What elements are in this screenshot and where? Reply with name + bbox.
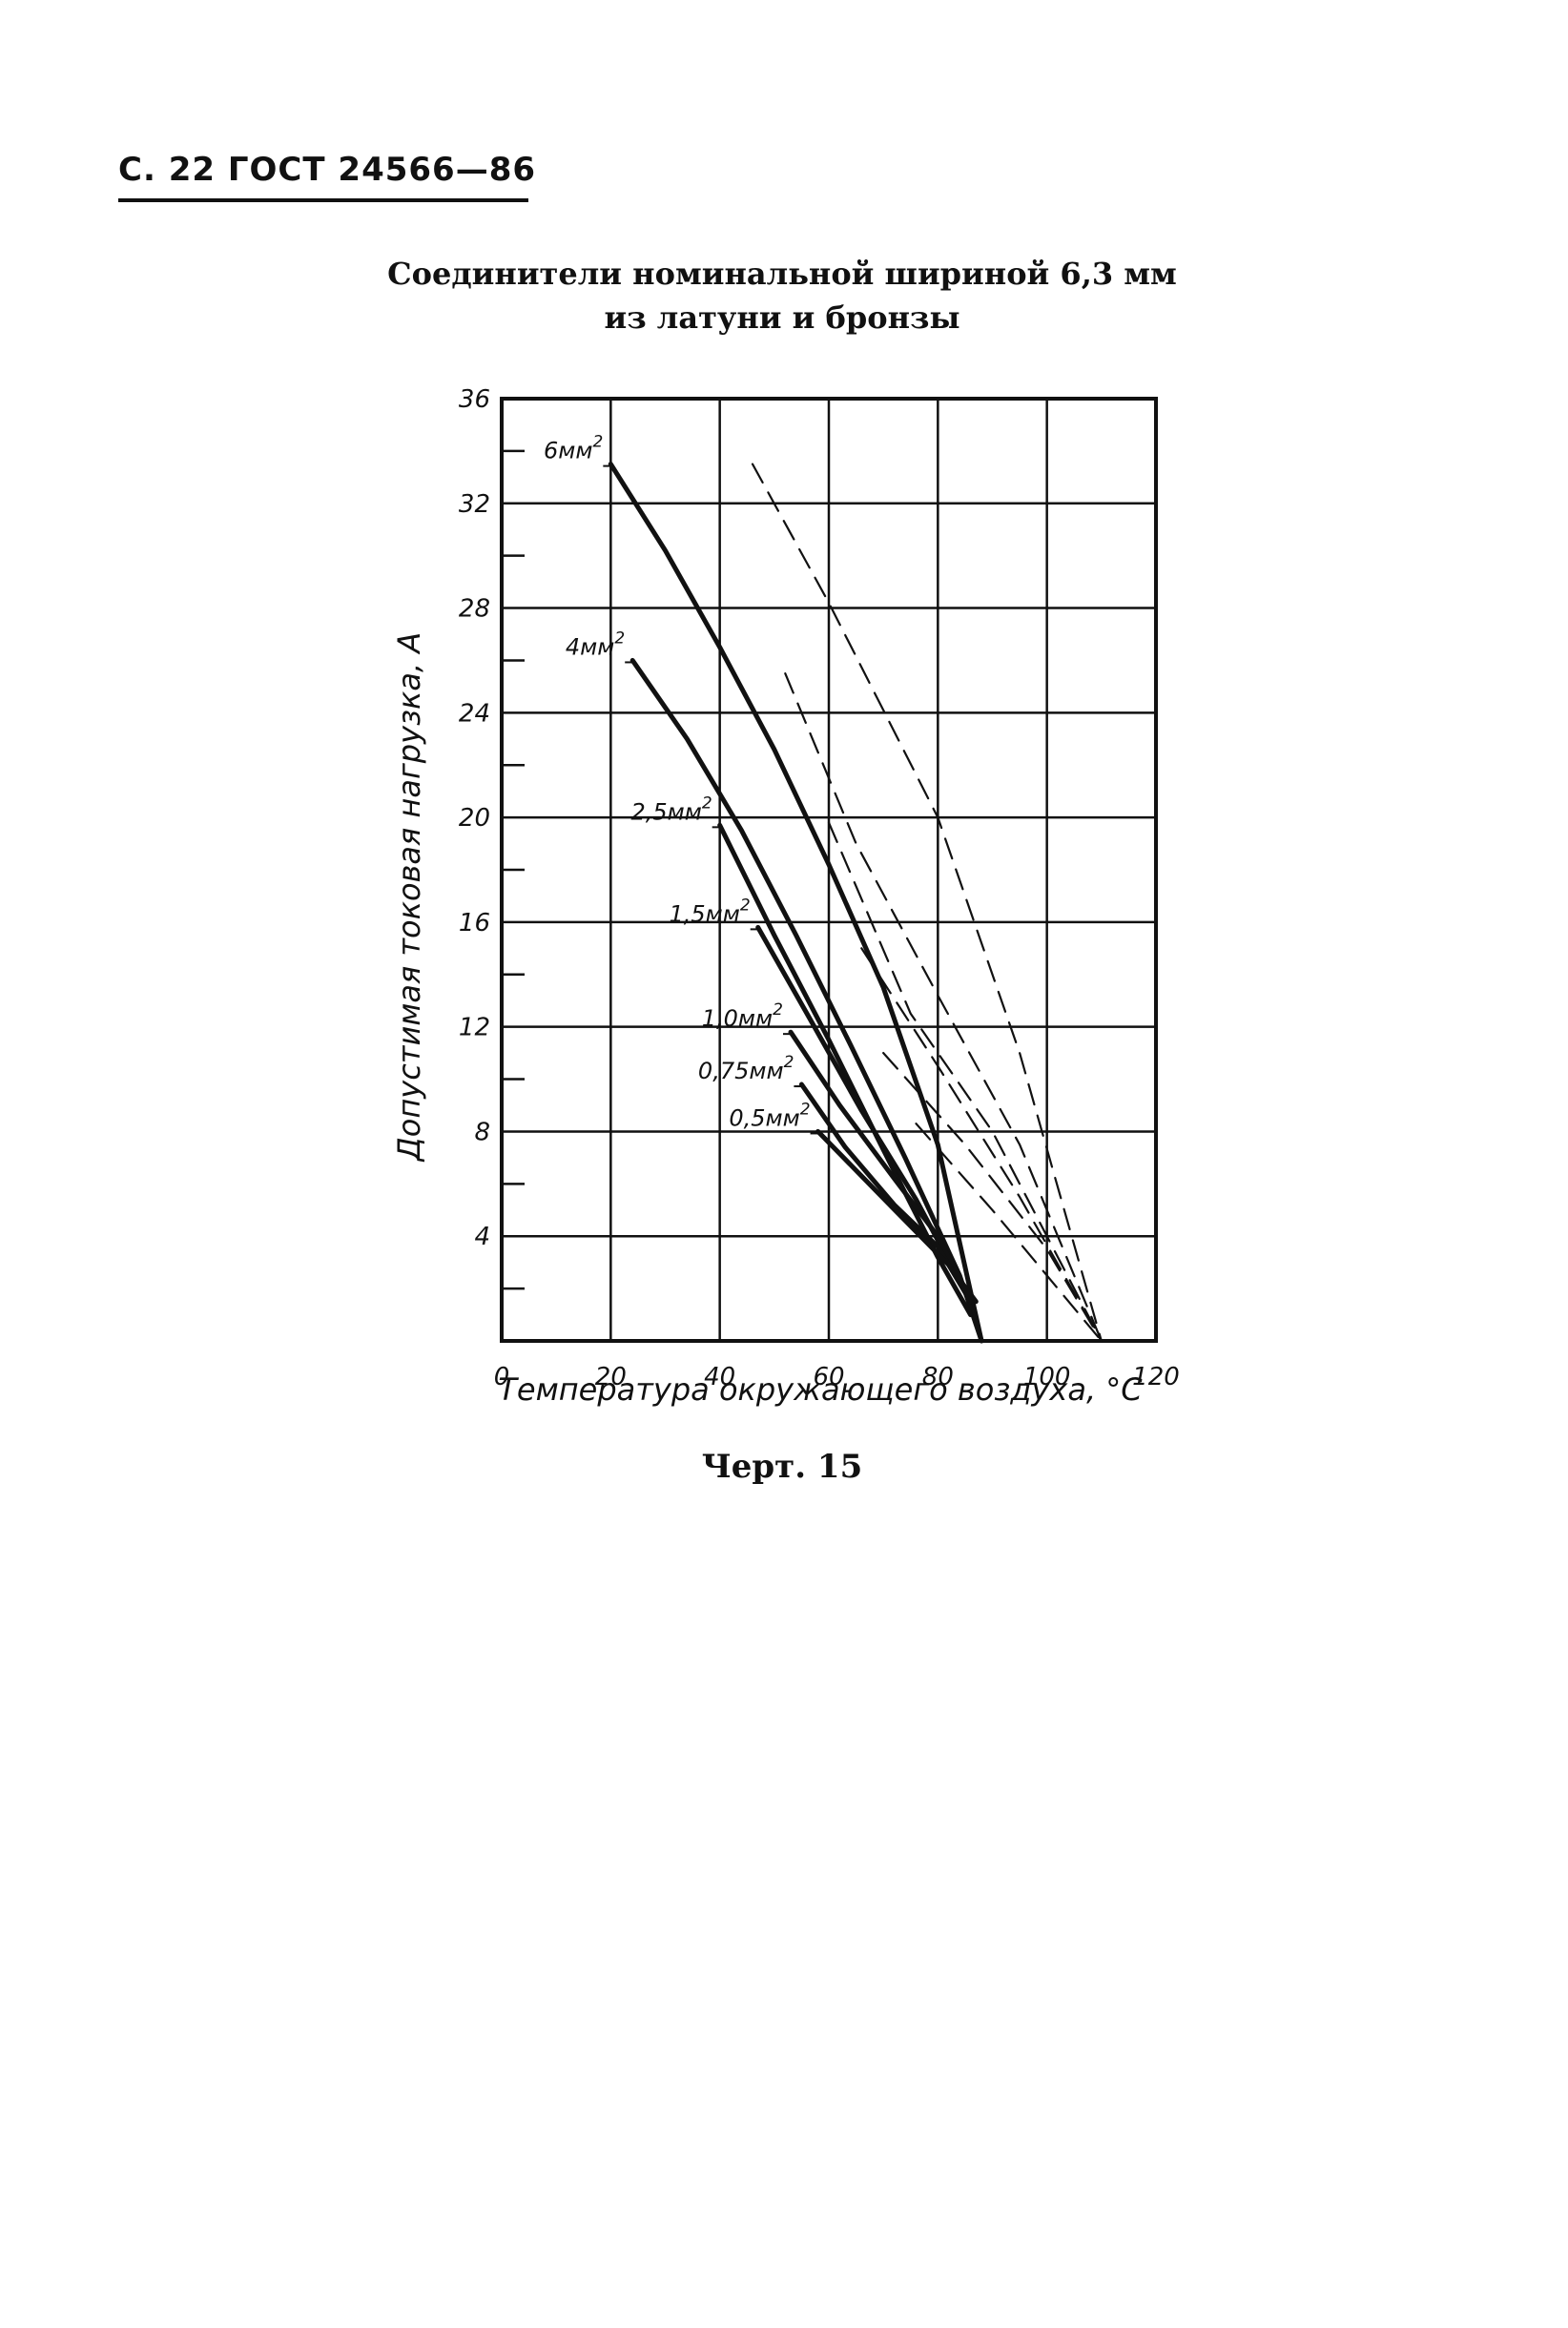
y-tick-label: 32	[459, 490, 490, 519]
y-tick-label: 36	[459, 385, 490, 414]
series-line-5	[788, 1029, 974, 1305]
dashed-line-9	[784, 672, 1103, 1343]
y-tick-label: 4	[474, 1223, 490, 1251]
series-label: 4мм2	[566, 628, 625, 660]
series-line-3	[717, 822, 974, 1318]
figure-caption: Черт. 15	[701, 1448, 863, 1486]
series-label: 2,5мм2	[630, 793, 712, 825]
x-tick-label: 0	[494, 1363, 510, 1391]
series-label: 1,5мм2	[669, 896, 750, 927]
chart-title: Соединители номинальной шириной 6,3 мм и…	[382, 252, 1183, 340]
x-axis-title: Температура окружающего воздуха, °С	[498, 1371, 1143, 1408]
y-tick-label: 12	[459, 1014, 490, 1042]
dashed-line-12	[882, 1052, 1103, 1343]
dashed-line-8	[751, 463, 1103, 1343]
y-tick-label: 8	[474, 1118, 490, 1146]
y-tick-label: 28	[459, 595, 490, 624]
dashed-line-11	[860, 947, 1103, 1343]
series-label: 0,5мм2	[729, 1100, 810, 1131]
series-line-7	[815, 1128, 979, 1305]
y-tick-label: 24	[459, 699, 490, 728]
dashed-line-13	[915, 1123, 1103, 1343]
x-tick-label: 40	[704, 1363, 735, 1391]
series-label: 0,75мм2	[698, 1053, 794, 1084]
series-label: 1,0мм2	[702, 1000, 783, 1032]
y-tick-label: 20	[459, 804, 490, 833]
grid	[502, 399, 1156, 1341]
x-tick-label: 80	[922, 1363, 954, 1391]
series-group	[608, 462, 1103, 1344]
header-rule	[118, 198, 528, 202]
dashed-line-10	[827, 821, 1103, 1343]
plot-frame	[500, 397, 1158, 1343]
axes: 4 8 12 16 20 24 28 32 36 0 20 40 60 80 100 120	[459, 385, 1180, 1391]
series-labels: 6мм2 4мм2 2,5мм2 1,5мм2 1,0мм2 0,75мм2 0,5мм2	[544, 433, 818, 1135]
x-tick-label: 60	[813, 1363, 844, 1391]
x-tick-label: 100	[1023, 1363, 1071, 1391]
series-line-2	[629, 657, 984, 1344]
x-tick-label: 120	[1132, 1363, 1180, 1391]
series-label: 6мм2	[544, 433, 603, 464]
y-axis-title: Допустимая токовая нагрузка, А	[391, 632, 427, 1163]
x-tick-label: 20	[595, 1363, 627, 1391]
series-line-1	[608, 462, 984, 1344]
chart-title-line-1: Соединители номинальной шириной 6,3 мм	[387, 256, 1177, 292]
y-tick-label: 16	[459, 909, 490, 937]
page-header: С. 22 ГОСТ 24566—86	[118, 151, 537, 189]
chart-title-line-2: из латуни и бронзы	[604, 299, 960, 336]
